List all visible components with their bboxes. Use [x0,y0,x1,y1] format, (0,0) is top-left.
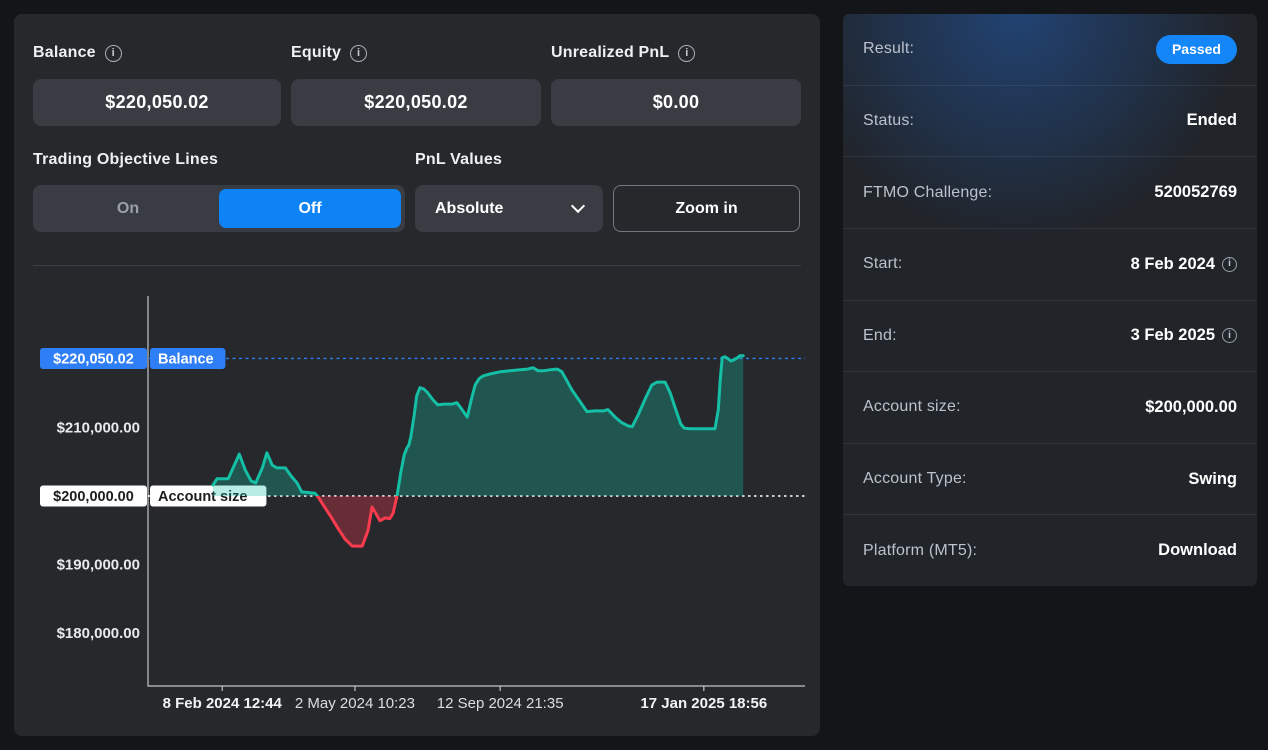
result-row: Result: Passed [843,14,1257,85]
y-axis-tick-label: $180,000.00 [57,625,140,642]
status-label: Status: [863,112,914,130]
info-icon[interactable]: i [105,45,122,62]
pnl-values-label: PnL Values [415,151,603,169]
equity-value-box: $220,050.02 [291,79,541,126]
challenge-details-panel: Result: Passed Status: Ended FTMO Challe… [843,14,1257,586]
result-badge[interactable]: Passed [1156,35,1237,64]
equity-value: $220,050.02 [364,92,467,113]
toggle-off-option[interactable]: Off [219,189,401,228]
account-size-row: Account size: $200,000.00 [843,371,1257,443]
pnl-values-selected: Absolute [435,200,503,218]
balance-stat: Balance i $220,050.02 [33,44,281,126]
account-size-value: $200,000.00 [1145,398,1237,417]
balance-name-tag-text: Balance [158,351,214,367]
balance-label: Balance i [33,44,281,62]
platform-label: Platform (MT5): [863,542,977,560]
x-axis-tick-label: 12 Sep 2024 21:35 [437,695,564,712]
equity-label-text: Equity [291,44,341,62]
info-icon[interactable]: i [1222,328,1237,343]
chevron-down-icon [571,199,585,213]
trading-objective-lines-label: Trading Objective Lines [33,151,405,169]
unrealized-pnl-label: Unrealized PnL i [551,44,801,62]
trading-objective-lines-toggle: On Off [33,185,405,232]
result-label: Result: [863,40,914,58]
equity-label: Equity i [291,44,541,62]
section-divider [33,265,801,266]
start-value: 8 Feb 2024 i [1131,255,1237,274]
balance-value-tag-text: $220,050.02 [53,351,134,367]
end-value: 3 Feb 2025 i [1131,326,1237,345]
end-label: End: [863,327,897,345]
account-metrix-panel: $210,000.00 $190,000.00 $180,000.00 8 Feb 2… [14,14,820,736]
y-axis-tick-label: $210,000.00 [57,419,140,436]
platform-row: Platform (MT5): Download [843,514,1257,586]
ftmo-challenge-label: FTMO Challenge: [863,184,992,202]
toggle-on-option[interactable]: On [37,189,219,228]
info-icon[interactable]: i [1222,257,1237,272]
platform-download-link[interactable]: Download [1158,541,1237,560]
area-above-baseline [213,356,743,546]
account-type-label: Account Type: [863,470,967,488]
unrealized-pnl-label-text: Unrealized PnL [551,44,669,62]
account-size-value-tag-text: $200,000.00 [53,489,134,505]
zoom-in-button[interactable]: Zoom in [613,185,800,232]
account-size-label: Account size: [863,398,961,416]
y-axis-tick-label: $190,000.00 [57,557,140,574]
pnl-values-dropdown[interactable]: Absolute [415,185,603,232]
unrealized-pnl-stat: Unrealized PnL i $0.00 [551,44,801,126]
start-row: Start: 8 Feb 2024 i [843,228,1257,300]
balance-label-text: Balance [33,44,96,62]
info-icon[interactable]: i [350,45,367,62]
ftmo-challenge-row: FTMO Challenge: 520052769 [843,156,1257,228]
status-row: Status: Ended [843,85,1257,157]
start-label: Start: [863,255,902,273]
unrealized-pnl-value-box: $0.00 [551,79,801,126]
info-icon[interactable]: i [678,45,695,62]
end-row: End: 3 Feb 2025 i [843,300,1257,372]
account-type-value: Swing [1188,470,1237,489]
balance-value: $220,050.02 [105,92,208,113]
x-axis-tick-label: 2 May 2024 10:23 [295,695,415,712]
balance-value-box: $220,050.02 [33,79,281,126]
x-axis-tick-label: 8 Feb 2024 12:44 [163,695,283,712]
equity-stat: Equity i $220,050.02 [291,44,541,126]
unrealized-pnl-value: $0.00 [653,92,700,113]
x-axis-tick-label: 17 Jan 2025 18:56 [640,695,767,712]
status-value: Ended [1187,111,1237,130]
ftmo-challenge-value: 520052769 [1154,183,1237,202]
account-type-row: Account Type: Swing [843,443,1257,515]
